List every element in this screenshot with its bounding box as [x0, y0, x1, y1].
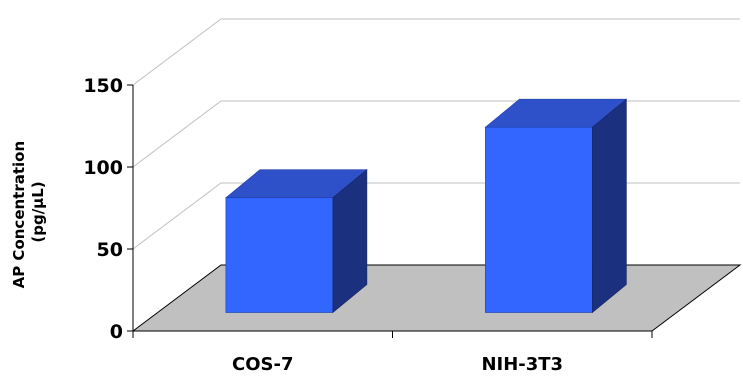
bar-series: [225, 98, 628, 314]
bar-side-face: [592, 98, 627, 314]
y-tick-label: 0: [110, 321, 123, 343]
bar-nih-3t3: [484, 98, 628, 314]
y-tick-label: 150: [83, 75, 123, 97]
chart-walls: [132, 18, 740, 250]
bar-side-face: [332, 169, 368, 314]
y-axis-label: AP Concentration (pg/µL): [10, 136, 47, 289]
x-category-labels: COS-7 NIH-3T3: [232, 354, 563, 375]
gridline: [132, 182, 740, 250]
y-tick-label: 50: [97, 239, 123, 261]
bar-cos-7: [225, 169, 368, 314]
bar-front-face: [225, 197, 334, 313]
y-tick-labels: 0 50 100 150: [83, 75, 123, 343]
y-axis-label-line-1: AP Concentration: [10, 141, 28, 289]
chart-axes: [127, 84, 653, 338]
gridline: [132, 100, 740, 168]
floor-plane: [131, 264, 742, 332]
y-tick-label: 100: [83, 157, 123, 179]
bar-front-face: [485, 126, 593, 313]
x-category-label: NIH-3T3: [481, 354, 563, 375]
y-axis-label-line-2: (pg/µL): [29, 181, 47, 242]
gridline: [132, 18, 740, 86]
chart-floor: [131, 264, 742, 332]
x-category-label: COS-7: [232, 354, 293, 375]
